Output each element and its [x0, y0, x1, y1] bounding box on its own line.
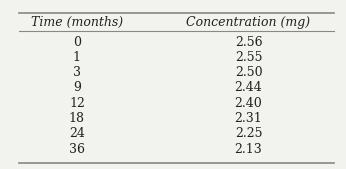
- Text: 1: 1: [73, 51, 81, 64]
- Text: Time (months): Time (months): [31, 16, 123, 29]
- Text: 0: 0: [73, 36, 81, 49]
- Text: 2.25: 2.25: [235, 127, 262, 140]
- Text: 12: 12: [69, 97, 85, 110]
- Text: 2.40: 2.40: [235, 97, 262, 110]
- Text: 2.44: 2.44: [235, 81, 262, 94]
- Text: 9: 9: [73, 81, 81, 94]
- Text: 18: 18: [69, 112, 85, 125]
- Text: 2.56: 2.56: [235, 36, 262, 49]
- Text: Concentration (mg): Concentration (mg): [186, 16, 311, 29]
- Text: 2.13: 2.13: [235, 143, 262, 156]
- Text: 36: 36: [69, 143, 85, 156]
- Text: 2.55: 2.55: [235, 51, 262, 64]
- Text: 3: 3: [73, 66, 81, 79]
- Text: 2.31: 2.31: [235, 112, 262, 125]
- Text: 2.50: 2.50: [235, 66, 262, 79]
- Text: 24: 24: [69, 127, 85, 140]
